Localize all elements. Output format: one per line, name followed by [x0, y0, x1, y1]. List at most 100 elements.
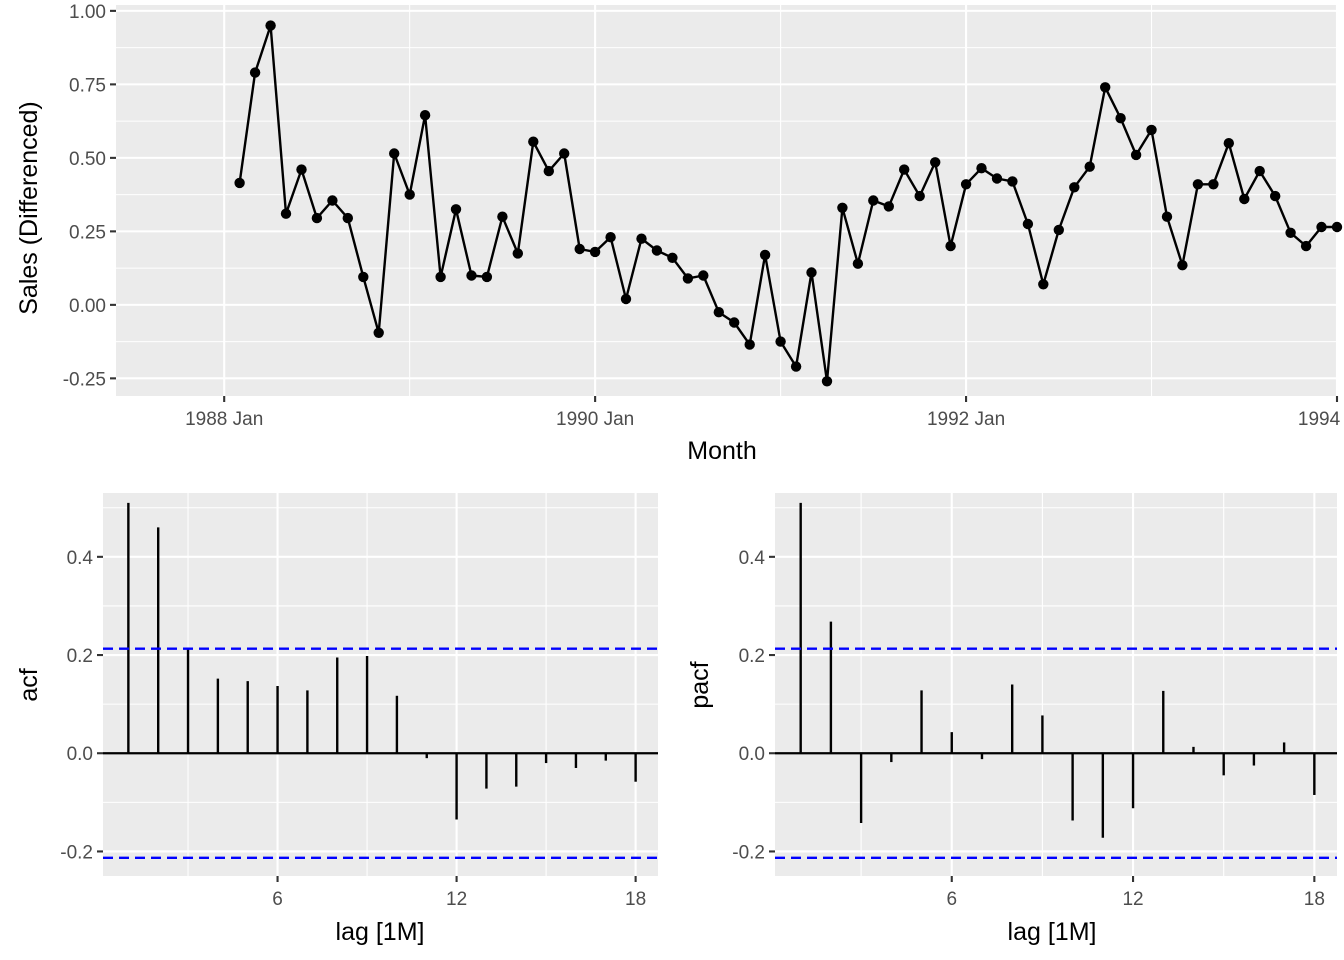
ts-data-point-53	[1038, 279, 1049, 290]
ts-data-point-3	[265, 20, 276, 31]
ts-data-point-43	[883, 201, 894, 212]
ts-data-point-2	[249, 67, 261, 78]
ts-series	[234, 20, 1343, 387]
ts-data-point-33	[729, 317, 740, 328]
ts-data-point-57	[1100, 82, 1111, 93]
acf-x-tick-label-6: 6	[272, 889, 283, 910]
ts-data-point-62	[1177, 260, 1188, 271]
ts-data-point-31	[698, 270, 709, 281]
ts-y-tick-label-0-25: 0.25	[69, 222, 106, 243]
pacf-x-tick-label-6: 6	[946, 889, 957, 910]
ts-data-point-42	[868, 195, 879, 206]
ts-axis-ticks: 1988 Jan 1990 Jan 1992 Jan 1994 Jan -0.25 0.0…	[63, 2, 1344, 430]
ts-data-point-60	[1146, 124, 1157, 136]
ts-data-point-51	[1007, 176, 1018, 187]
ts-data-point-13	[419, 110, 431, 121]
ts-data-point-64	[1208, 179, 1219, 190]
ts-x-tick-label-1992-jan: 1992 Jan	[927, 409, 1005, 430]
ts-data-point-37	[790, 361, 802, 372]
ts-data-point-17	[481, 271, 493, 283]
acf-x-tick-label-12: 12	[446, 889, 467, 910]
acf-y-tick-label-0-4: 0.4	[67, 548, 94, 569]
ts-data-point-5	[296, 164, 307, 175]
ts-data-point-66	[1239, 193, 1250, 205]
ts-data-point-30	[682, 273, 694, 284]
ts-data-point-61	[1161, 211, 1173, 222]
ts-data-point-32	[713, 307, 724, 318]
ts-data-point-8	[342, 212, 353, 224]
ts-data-point-54	[1053, 224, 1065, 236]
ts-data-point-47	[945, 240, 956, 252]
ts-data-point-29	[667, 252, 678, 263]
acf-y-tick-label-0-2: 0.2	[67, 646, 93, 667]
ts-data-point-23	[574, 243, 585, 255]
ts-data-point-19	[512, 248, 523, 259]
ts-y-tick-label-0-25: -0.25	[63, 369, 106, 390]
ts-data-point-35	[759, 249, 771, 261]
acf-x-tick-label-18: 18	[625, 889, 646, 910]
ts-y-tick-label-1-00: 1.00	[69, 2, 106, 23]
pacf-y-tick-label-0-0: 0.0	[739, 744, 765, 765]
sales-time-series-panel: 1988 Jan 1990 Jan 1992 Jan 1994 Jan -0.25 0.0…	[15, 2, 1344, 465]
ts-data-point-65	[1223, 138, 1235, 149]
ts-data-point-41	[852, 258, 864, 269]
ts-x-axis-title: Month	[687, 437, 756, 465]
ts-data-point-69	[1285, 227, 1296, 238]
ts-data-point-25	[605, 232, 616, 243]
ts-data-point-40	[837, 202, 848, 213]
pacf-x-axis-title: lag [1M]	[1008, 918, 1097, 946]
ts-data-point-63	[1192, 179, 1204, 190]
ts-data-point-59	[1130, 149, 1142, 161]
ts-data-point-6	[311, 212, 323, 224]
pacf-y-axis-title: pacf	[686, 661, 714, 708]
ts-data-point-48	[960, 179, 972, 190]
ts-y-tick-label-0-50: 0.50	[69, 149, 106, 170]
pacf-y-tick-label-0-2: 0.2	[739, 646, 765, 667]
ts-data-point-46	[930, 157, 941, 168]
ts-data-point-7	[327, 195, 338, 206]
pacf-x-tick-label-18: 18	[1304, 889, 1325, 910]
ts-data-point-55	[1069, 182, 1080, 193]
ts-data-point-36	[775, 336, 786, 347]
pacf-axis-ticks: 6 12 18 -0.2 0.0 0.2 0.4	[732, 548, 1325, 910]
acf-y-tick-label-0-2: -0.2	[60, 842, 93, 863]
ts-data-point-50	[991, 173, 1003, 184]
pacf-y-tick-label-0-2: -0.2	[732, 842, 765, 863]
ts-y-axis-title: Sales (Differenced)	[15, 101, 43, 315]
ts-data-point-70	[1300, 240, 1312, 252]
ts-data-point-28	[651, 245, 663, 256]
acf-panel: 6 12 18 -0.2 0.0 0.2 0.4 lag [1M] acf	[15, 493, 658, 946]
ts-data-point-12	[404, 189, 415, 200]
acf-y-tick-label-0-0: 0.0	[67, 744, 93, 765]
ts-data-point-22	[559, 148, 570, 159]
ts-data-point-20	[528, 136, 539, 147]
ts-data-point-56	[1084, 161, 1095, 172]
ts-data-point-9	[358, 271, 369, 283]
pacf-panel-background	[775, 493, 1337, 876]
pacf-y-tick-label-0-4: 0.4	[739, 548, 766, 569]
acf-spikes	[103, 502, 658, 860]
ts-panel-background	[116, 5, 1337, 396]
ts-data-point-1	[234, 177, 245, 189]
ts-data-point-44	[899, 164, 910, 175]
acf-x-axis-title: lag [1M]	[336, 918, 425, 946]
ts-data-point-67	[1254, 165, 1265, 177]
ts-data-point-15	[450, 204, 462, 215]
ts-data-point-18	[497, 211, 508, 222]
ts-data-point-38	[806, 267, 817, 278]
ts-series-line	[238, 24, 1337, 383]
ts-gridlines	[116, 5, 1339, 396]
ts-data-point-10	[373, 327, 384, 338]
acf-axis-ticks: 6 12 18 -0.2 0.0 0.2 0.4	[60, 548, 646, 910]
acf-panel-background	[103, 493, 658, 876]
ts-data-point-72	[1331, 221, 1343, 233]
ts-data-point-11	[389, 148, 400, 159]
ts-data-point-26	[620, 293, 632, 305]
ts-data-point-16	[466, 270, 477, 281]
ts-x-tick-label-1988-jan: 1988 Jan	[185, 409, 263, 430]
ts-x-tick-label-1990-jan: 1990 Jan	[556, 409, 634, 430]
acf-y-axis-title: acf	[15, 668, 43, 701]
ts-data-point-4	[280, 208, 292, 219]
ts-y-tick-label-0-00: 0.00	[69, 296, 106, 317]
